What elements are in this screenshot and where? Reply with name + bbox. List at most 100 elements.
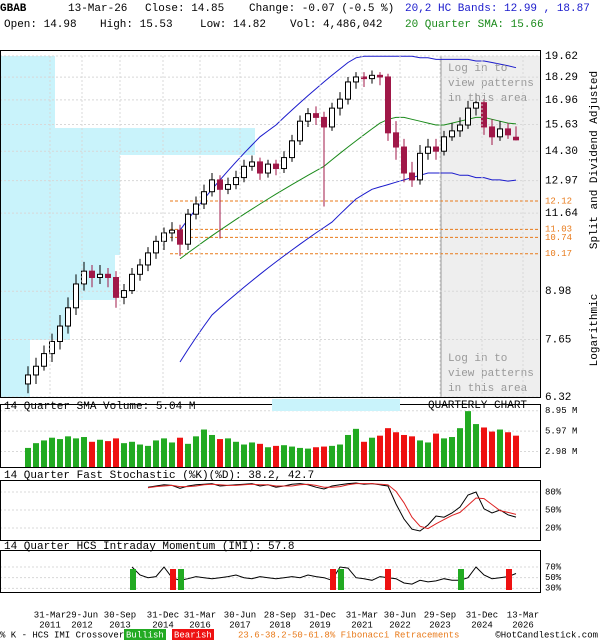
candle-body [513, 136, 519, 141]
candle-body [457, 124, 463, 132]
volume-bar [329, 445, 335, 467]
footer-fibonacci: 23.6-38.2-50-61.8% Fibonacci Retracement… [238, 630, 459, 640]
candle-body [33, 365, 39, 376]
bullish-key [124, 629, 166, 640]
candle-body [65, 307, 71, 327]
x-tick-label: 2016 [189, 620, 211, 630]
volume-bar [249, 442, 255, 467]
fib-label: 12.12 [545, 196, 572, 206]
fib-label: 10.17 [545, 249, 572, 259]
candle-body [377, 74, 383, 78]
candle-body [345, 81, 351, 100]
candle-body [241, 165, 247, 179]
volume: Vol: 4,486,042 [290, 19, 382, 31]
change: Change: -0.07 (-0.5 %) [249, 3, 394, 15]
volume-bar [233, 441, 239, 467]
candle-body [401, 146, 407, 174]
candle-body [249, 161, 255, 167]
x-tick-label: 28-Sep [264, 610, 296, 620]
x-tick-label: 2012 [71, 620, 93, 630]
candle-body [481, 102, 487, 128]
candle-body [201, 191, 207, 205]
footer-crossover: % K - HCS IMI Crossover, [0, 630, 130, 640]
x-tick-label: 29-Sep [424, 610, 456, 620]
x-tick-label: 30-Jun [224, 610, 256, 620]
lower-band [179, 172, 517, 363]
volume-bar [297, 447, 303, 467]
candle-body [321, 116, 327, 128]
candle-body [129, 273, 135, 292]
volume-bar [97, 439, 103, 467]
x-tick-label: 2018 [269, 620, 291, 630]
volume-bar [265, 447, 271, 467]
fib-label: 11.03 [545, 225, 572, 235]
volume-bar [313, 447, 319, 467]
x-tick-label: 13-Mar [507, 610, 539, 620]
volume-bar [457, 428, 463, 467]
bands-label: 20,2 HC Bands: 12.99 , 18.87 [405, 3, 590, 15]
volume-bar [137, 444, 143, 467]
volume-bar [89, 441, 95, 467]
fib-label: 10.74 [545, 233, 572, 243]
x-tick-label: 2026 [512, 620, 534, 630]
candle-body [193, 203, 199, 215]
volume-bar [121, 443, 127, 467]
volume-bar [169, 442, 175, 467]
volume-bar [217, 439, 223, 467]
volume-bar [513, 435, 519, 467]
volume-bar [353, 428, 359, 467]
y-tick-label: 30% [545, 584, 562, 594]
candle-body [409, 172, 415, 181]
adjusted-label: Split and Dividend Adjusted [589, 71, 600, 249]
candle-body [297, 120, 303, 142]
pattern-area [441, 56, 540, 397]
volume-bar [273, 445, 279, 467]
candle-body [73, 283, 79, 309]
y-tick-label: 50% [545, 573, 562, 583]
volume-bar [281, 445, 287, 467]
volume-bar [377, 435, 383, 467]
volume-bar [449, 437, 455, 467]
x-tick-label: 31-Mar [184, 610, 216, 620]
y-tick-label: 50% [545, 505, 562, 515]
high: High: 15.53 [100, 19, 173, 31]
y-tick-label: 12.97 [545, 175, 578, 187]
volume-bar [129, 441, 135, 467]
candle-body [161, 232, 167, 242]
x-tick-label: 2023 [429, 620, 451, 630]
candle-body [369, 74, 375, 80]
x-tick-label: 30-Jun [384, 610, 416, 620]
volume-by-price [0, 56, 255, 397]
volume-bar [473, 424, 479, 467]
candle-body [177, 229, 183, 245]
y-tick-label: 20% [545, 523, 562, 533]
volume-bar [305, 448, 311, 467]
volume-bar [201, 429, 207, 467]
vbp-label-bg [272, 399, 400, 411]
volume-bar [465, 411, 471, 467]
y-tick-label: 16.96 [545, 95, 578, 107]
volume-bar [337, 444, 343, 467]
x-tick-label: 31-Mar [346, 610, 378, 620]
pattern-note: view patterns [448, 368, 534, 380]
volume-bar [505, 432, 511, 467]
candle-body [393, 132, 399, 148]
y-tick-label: 8.98 [545, 286, 571, 298]
volume-bar [81, 437, 87, 467]
volume-bar [361, 441, 367, 467]
pattern-note: in this area [448, 383, 528, 395]
pattern-note: Log in to [448, 63, 507, 75]
volume-bar [161, 438, 167, 467]
candle-body [41, 353, 47, 367]
candle-body [89, 270, 95, 278]
volume-bar [489, 431, 495, 467]
x-tick-label: 30-Sep [104, 610, 136, 620]
candle-body [505, 128, 511, 136]
volume-bar [209, 434, 215, 467]
candle-body [289, 140, 295, 159]
volume-bar [185, 443, 191, 467]
candle-body [465, 107, 471, 126]
volume-bar [481, 427, 487, 467]
x-tick-label: 2022 [389, 620, 411, 630]
